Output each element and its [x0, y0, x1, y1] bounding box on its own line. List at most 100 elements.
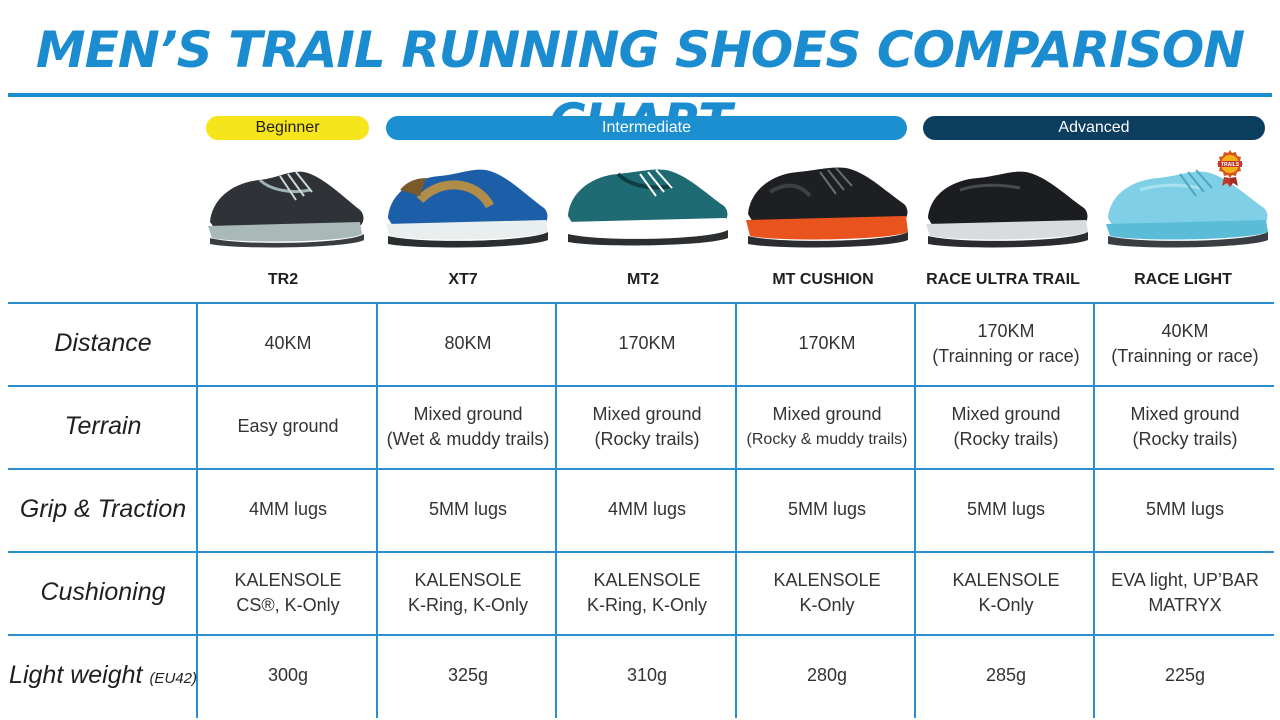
table-cell-line: 4MM lugs [607, 499, 687, 519]
table-cell-line: 170KM [977, 320, 1035, 341]
column-divider [735, 302, 737, 718]
table-cell: 300g [198, 634, 378, 717]
model-name: RACE ULTRA TRAIL [926, 271, 1080, 288]
table-cell: Mixed ground (Wet & muddy trails) [378, 385, 558, 468]
tr2-shoe-icon [200, 160, 372, 256]
table-cell: Mixed ground (Rocky & muddy trails) [737, 385, 917, 468]
table-cell-line: 300g [267, 665, 309, 685]
level-beginner-badge: Beginner [206, 116, 369, 140]
table-cell-line: KALENSOLE [593, 569, 701, 590]
table-cell-line: (Rocky trails) [953, 428, 1059, 449]
table-cell: 170KM [557, 302, 737, 385]
table-cell: Easy ground [198, 385, 378, 468]
table-cell-line: 225g [1164, 665, 1206, 685]
table-cell: 325g [378, 634, 558, 717]
row-label: Terrain [8, 385, 198, 468]
table-cell-line: (Rocky & muddy trails) [746, 430, 908, 448]
table-cell-line: Mixed ground [592, 403, 702, 424]
row-label-text: Cushioning [40, 578, 166, 606]
table-cell: 280g [737, 634, 917, 717]
row-label-text: Grip & Traction [19, 495, 187, 523]
table-cell: 4MM lugs [198, 468, 378, 551]
table-cell-line: (Trainning or race) [1111, 345, 1259, 366]
model-name: XT7 [448, 271, 478, 288]
table-cell-line: K-Ring, K-Only [586, 594, 708, 615]
table-cell-line: KALENSOLE [234, 569, 342, 590]
table-cell: 4MM lugs [557, 468, 737, 551]
table-cell: 5MM lugs [1095, 468, 1275, 551]
model-name: RACE LIGHT [1134, 271, 1232, 288]
table-divider [8, 634, 1274, 636]
table-cell-line: KALENSOLE [952, 569, 1060, 590]
table-cell-line: 80KM [444, 333, 492, 353]
table-cell-line: KALENSOLE [414, 569, 522, 590]
table-cell-line: KALENSOLE [773, 569, 881, 590]
row-label: Light weight (EU42) [8, 634, 198, 717]
table-cell-line: 5MM lugs [787, 499, 867, 519]
table-cell: KALENSOLE K-Ring, K-Only [557, 551, 737, 634]
table-cell-line: EVA light, UP’BAR [1111, 569, 1259, 590]
row-label: Grip & Traction [8, 468, 198, 551]
table-cell-line: CS®, K-Only [236, 594, 340, 615]
table-cell: 285g [916, 634, 1096, 717]
column-divider [914, 302, 916, 718]
table-cell: 40KM (Trainning or race) [1095, 302, 1275, 385]
table-cell-line: K-Only [978, 594, 1034, 615]
table-cell: KALENSOLE K-Only [916, 551, 1096, 634]
table-cell-line: 40KM [1161, 320, 1209, 341]
mt2-shoe-icon [560, 160, 732, 256]
table-cell: KALENSOLE K-Ring, K-Only [378, 551, 558, 634]
table-cell-line: 310g [626, 665, 668, 685]
table-cell: 310g [557, 634, 737, 717]
table-cell: 40KM [198, 302, 378, 385]
table-cell-line: 4MM lugs [248, 499, 328, 519]
table-cell: 225g [1095, 634, 1275, 717]
row-label-text: Distance [54, 329, 152, 357]
column-divider [555, 302, 557, 718]
trails-award-badge-icon: TRAILS [1214, 148, 1246, 188]
model-name: MT2 [627, 271, 659, 288]
table-cell: Mixed ground (Rocky trails) [1095, 385, 1275, 468]
table-cell-line: Mixed ground [413, 403, 523, 424]
xt7-shoe-icon [380, 160, 552, 256]
table-divider [8, 551, 1274, 553]
table-cell-line: 5MM lugs [966, 499, 1046, 519]
table-divider [8, 468, 1274, 470]
row-label: Cushioning [8, 551, 198, 634]
race-ultra-trail-shoe-icon [920, 160, 1092, 256]
column-divider [1093, 302, 1095, 718]
row-label-text: Terrain [64, 412, 142, 440]
table-cell: EVA light, UP’BAR MATRYX [1095, 551, 1275, 634]
title-divider [8, 93, 1272, 97]
table-cell-line: 5MM lugs [1145, 499, 1225, 519]
level-intermediate-badge: Intermediate [386, 116, 907, 140]
table-cell: KALENSOLE K-Only [737, 551, 917, 634]
badge-text: TRAILS [1221, 162, 1240, 168]
table-cell: KALENSOLE CS®, K-Only [198, 551, 378, 634]
table-cell: 80KM [378, 302, 558, 385]
table-cell-line: Mixed ground [772, 403, 882, 424]
table-cell: Mixed ground (Rocky trails) [916, 385, 1096, 468]
table-cell-line: (Wet & muddy trails) [386, 428, 550, 449]
comparison-table: Distance 40KM 80KM 170KM 170KM 170KM (Trainnin… [8, 302, 1274, 718]
table-cell: Mixed ground (Rocky trails) [557, 385, 737, 468]
table-cell-line: 285g [985, 665, 1027, 685]
table-divider [8, 385, 1274, 387]
table-cell: 170KM (Trainning or race) [916, 302, 1096, 385]
race-light-shoe-icon [1100, 160, 1272, 256]
page-title: MEN’S TRAIL RUNNING SHOES COMPARISON CHA… [35, 21, 1245, 151]
table-cell: 5MM lugs [737, 468, 917, 551]
table-cell-line: K-Only [799, 594, 855, 615]
table-cell-line: Mixed ground [951, 403, 1061, 424]
table-cell-line: 325g [447, 665, 489, 685]
mt-cushion-shoe-icon [740, 160, 912, 256]
table-cell-line: 170KM [618, 333, 676, 353]
table-cell-line: MATRYX [1148, 594, 1222, 615]
table-cell: 5MM lugs [378, 468, 558, 551]
table-cell-line: 40KM [264, 333, 312, 353]
column-divider [376, 302, 378, 718]
row-label-sub: (EU42) [149, 670, 197, 687]
table-cell-line: Easy ground [237, 416, 339, 436]
model-name: MT CUSHION [772, 271, 874, 288]
table-cell-line: (Rocky trails) [594, 428, 700, 449]
